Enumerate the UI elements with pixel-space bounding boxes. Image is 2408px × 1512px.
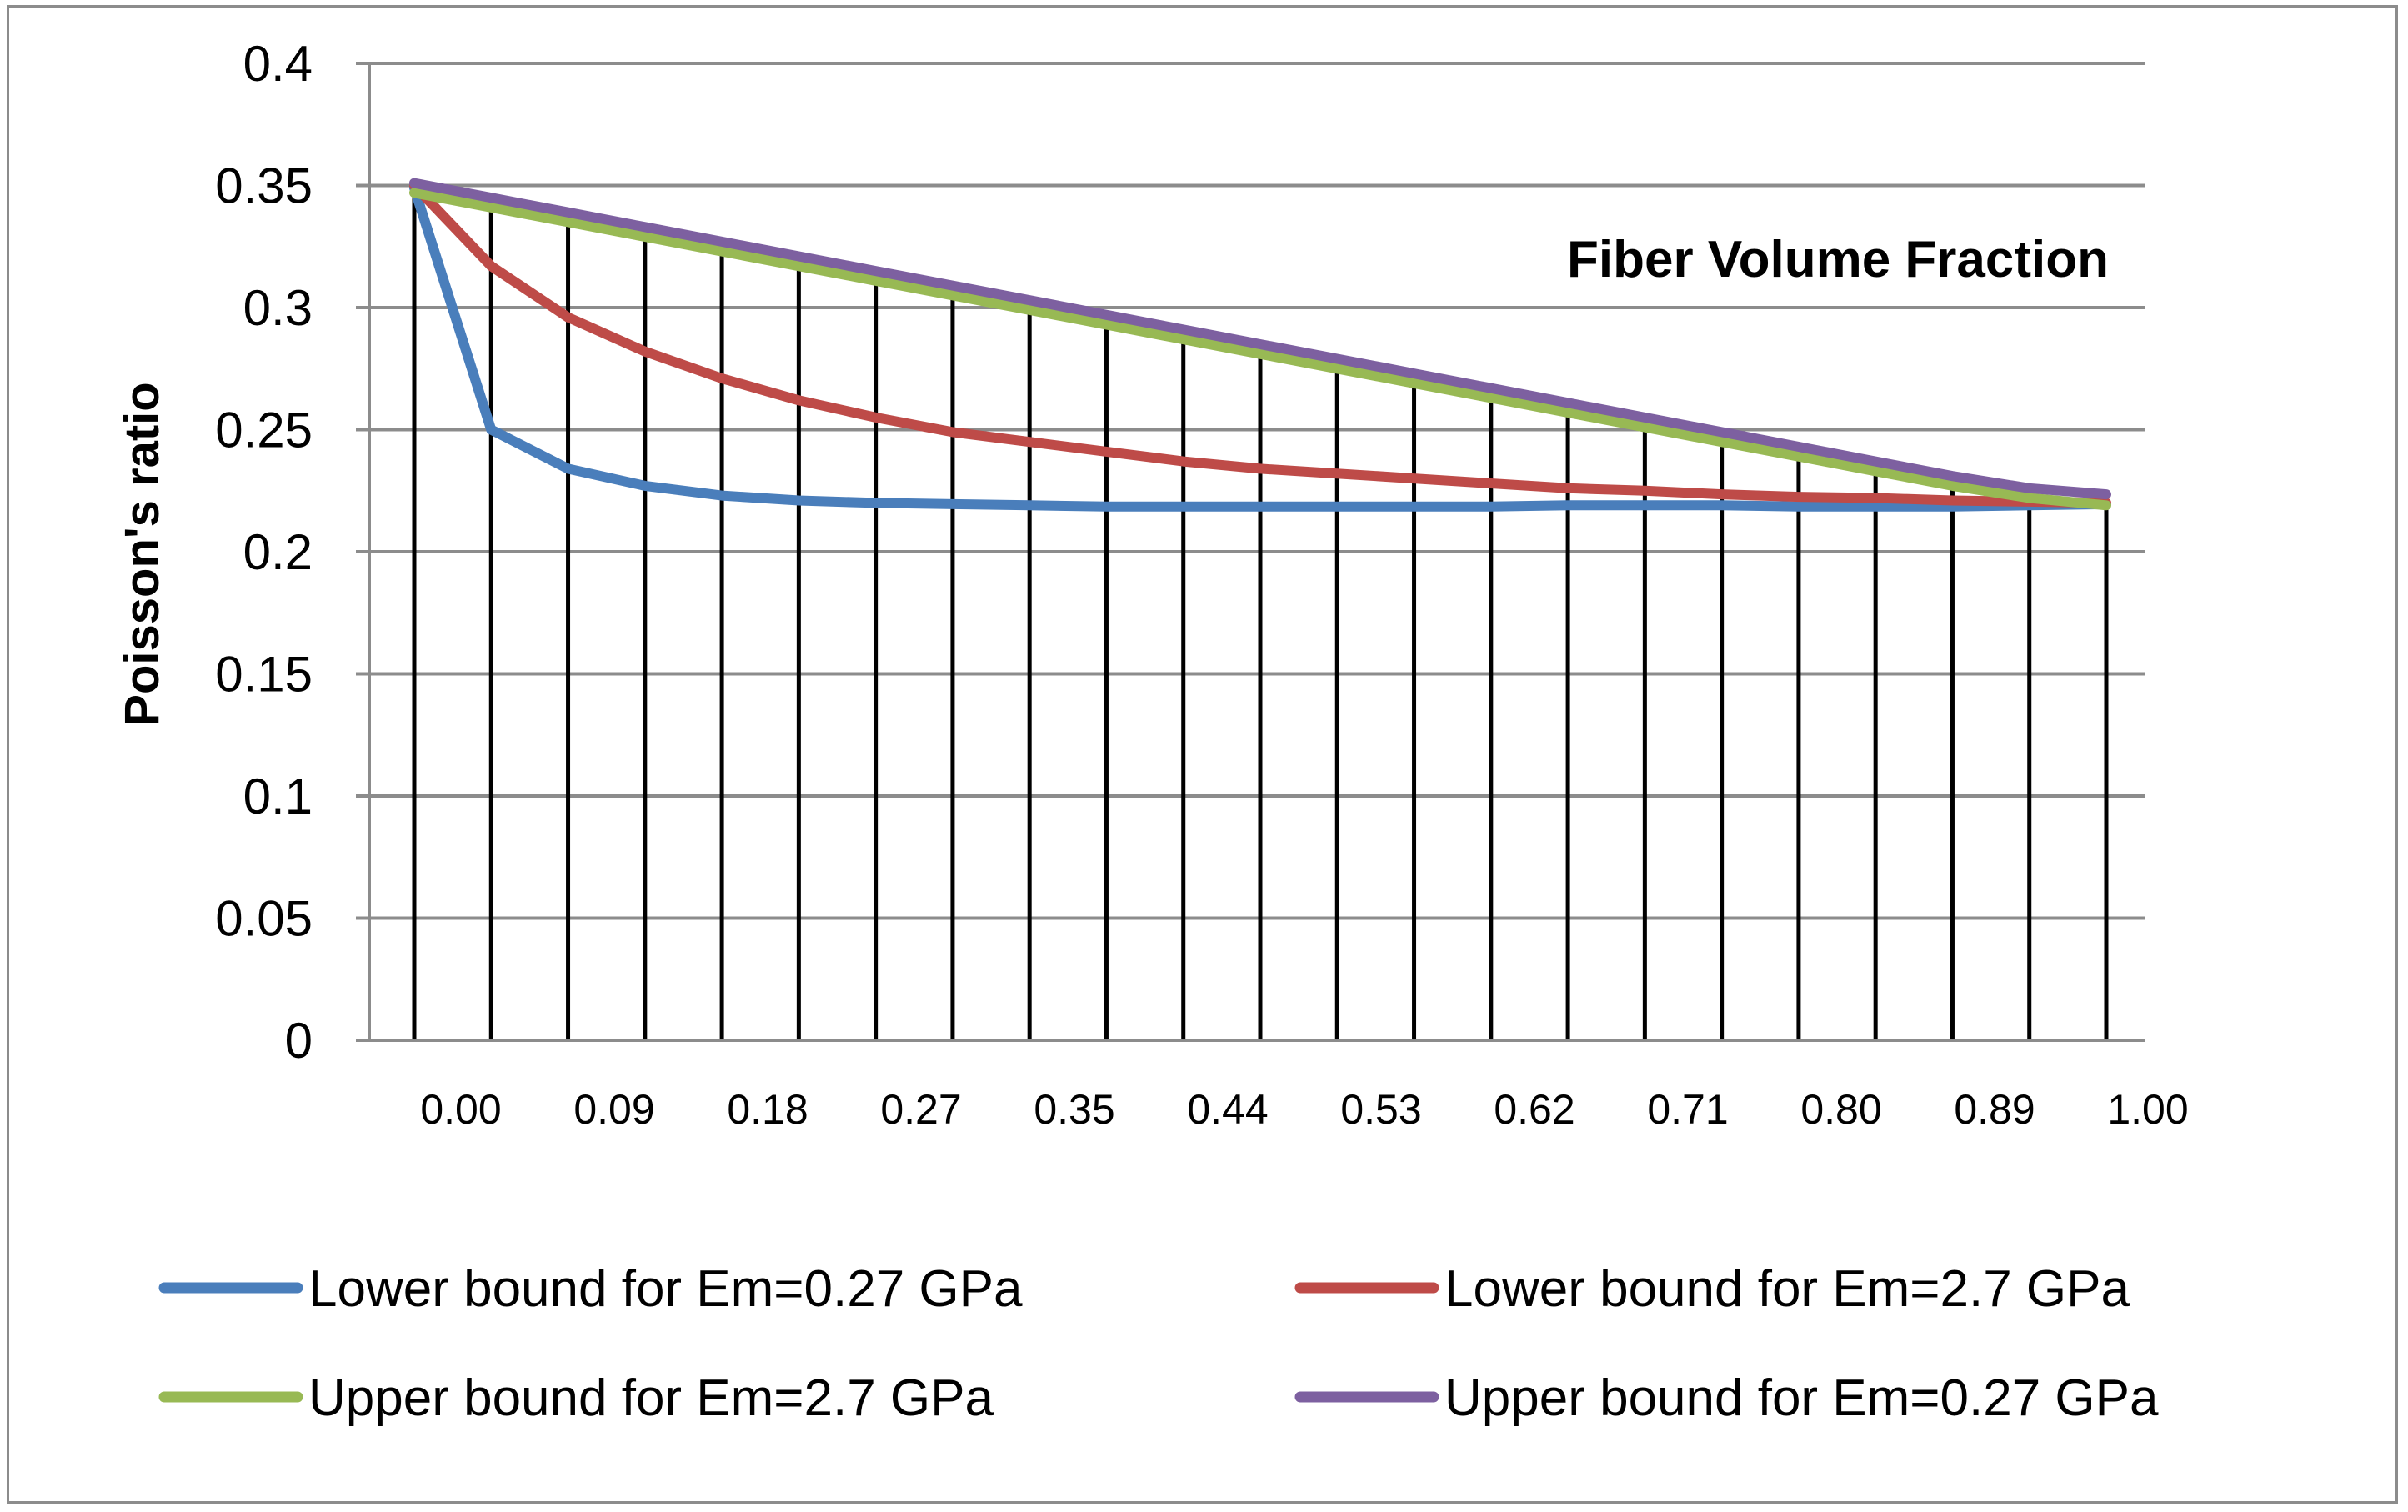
chart-annotation: Fiber Volume Fraction [1567, 231, 2109, 288]
y-tick-label: 0.2 [243, 524, 313, 580]
x-tick-label: 0.53 [1340, 1086, 1421, 1133]
x-tick-labels: 0.00 0.09 0.18 0.27 0.35 0.44 0.53 0.62 0.71 0.80… [420, 1086, 2188, 1133]
y-tick-labels: 0 0.05 0.1 0.15 0.2 0.25 0.3 0.35 0.4 [215, 36, 313, 1069]
x-tick-label: 0.18 [727, 1086, 808, 1133]
y-tick-label: 0.1 [243, 769, 313, 824]
y-tick-label: 0 [285, 1013, 313, 1069]
x-tick-label: 0.80 [1800, 1086, 1881, 1133]
x-tick-label: 0.00 [420, 1086, 501, 1133]
series-lines [409, 178, 2111, 512]
chart-frame [7, 5, 2398, 1504]
legend-label: Upper bound for Em=2.7 GPa [308, 1369, 994, 1427]
series-line-upper-bound-for-em-0-27-gpa [409, 178, 2111, 500]
y-tick-label: 0.35 [215, 158, 313, 214]
series-line-upper-bound-for-em-2-7-gpa [409, 188, 2111, 511]
y-axis-label: Poisson's ratio [115, 382, 169, 726]
legend: Lower bound for Em=0.27 GPa Lower bound f… [158, 1260, 2159, 1427]
y-tick-label: 0.4 [243, 36, 313, 92]
x-tick-label: 0.27 [880, 1086, 961, 1133]
y-tick-label: 0.3 [243, 280, 313, 336]
series-line-lower-bound-for-em-0-27-gpa [409, 183, 2111, 512]
x-tick-label: 0.44 [1187, 1086, 1268, 1133]
axes [368, 63, 2145, 1042]
y-tick-label: 0.25 [215, 403, 313, 458]
x-tick-label: 0.09 [573, 1086, 654, 1133]
y-tick-label: 0.15 [215, 647, 313, 703]
legend-label: Upper bound for Em=0.27 GPa [1444, 1369, 2159, 1427]
x-tick-label: 0.35 [1034, 1086, 1114, 1133]
legend-label: Lower bound for Em=0.27 GPa [308, 1260, 1023, 1318]
y-tick-label: 0.05 [215, 891, 313, 947]
x-tick-label: 0.71 [1647, 1086, 1728, 1133]
series-line-lower-bound-for-em-2-7-gpa [409, 180, 2111, 508]
x-tick-label: 0.62 [1494, 1086, 1574, 1133]
x-tick-label: 0.89 [1954, 1086, 2035, 1133]
x-tick-label: 1.00 [2107, 1086, 2188, 1133]
drop-lines [412, 183, 2109, 1040]
legend-label: Lower bound for Em=2.7 GPa [1444, 1260, 2130, 1318]
